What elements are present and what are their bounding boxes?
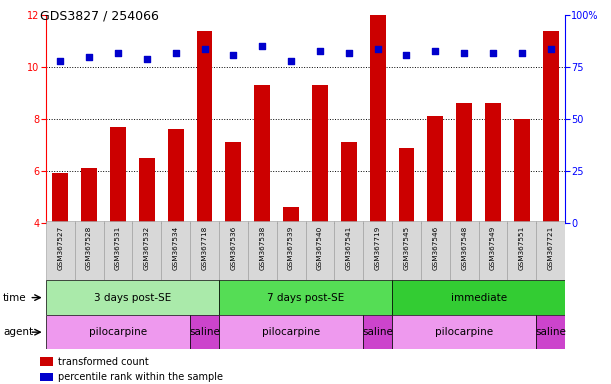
Text: saline: saline	[362, 327, 393, 337]
Point	[113, 50, 123, 56]
Bar	[398, 147, 414, 223]
Text: time: time	[3, 293, 27, 303]
Bar	[168, 129, 183, 223]
Point	[373, 45, 382, 51]
Bar	[40, 358, 53, 366]
Text: pilocarpine: pilocarpine	[262, 327, 320, 337]
Bar	[428, 116, 443, 223]
Point	[344, 50, 354, 56]
Point	[315, 48, 325, 54]
Text: GSM367534: GSM367534	[173, 225, 178, 270]
Bar	[421, 221, 450, 280]
Bar	[370, 15, 386, 223]
Bar	[161, 221, 190, 280]
Point	[286, 58, 296, 64]
Text: GSM367719: GSM367719	[375, 225, 381, 270]
Point	[430, 48, 440, 54]
Point	[459, 50, 469, 56]
Text: saline: saline	[189, 327, 220, 337]
Bar	[75, 221, 103, 280]
Text: GDS3827 / 254066: GDS3827 / 254066	[40, 10, 159, 23]
Bar	[81, 168, 97, 223]
Bar	[536, 315, 565, 349]
Text: GSM367528: GSM367528	[86, 225, 92, 270]
Text: pilocarpine: pilocarpine	[89, 327, 147, 337]
Bar	[450, 221, 478, 280]
Point	[488, 50, 498, 56]
Bar	[139, 158, 155, 223]
Bar	[478, 221, 508, 280]
Text: GSM367540: GSM367540	[317, 225, 323, 270]
Bar	[254, 85, 270, 223]
Text: GSM367718: GSM367718	[202, 225, 208, 270]
Text: GSM367536: GSM367536	[230, 225, 236, 270]
Text: GSM367541: GSM367541	[346, 225, 352, 270]
Bar	[190, 221, 219, 280]
Text: agent: agent	[3, 327, 33, 337]
Point	[200, 45, 210, 51]
Bar	[133, 221, 161, 280]
Text: transformed count: transformed count	[58, 356, 149, 367]
Bar	[40, 373, 53, 381]
Bar	[277, 221, 306, 280]
Bar	[283, 207, 299, 223]
Bar	[536, 221, 565, 280]
Text: GSM367527: GSM367527	[57, 225, 64, 270]
Text: percentile rank within the sample: percentile rank within the sample	[58, 372, 223, 382]
Text: GSM367545: GSM367545	[403, 225, 409, 270]
Text: immediate: immediate	[450, 293, 507, 303]
Bar	[485, 104, 501, 223]
Text: GSM367539: GSM367539	[288, 225, 294, 270]
Bar	[219, 315, 363, 349]
Bar	[392, 221, 421, 280]
Bar	[514, 119, 530, 223]
Bar	[392, 280, 565, 315]
Bar	[219, 221, 248, 280]
Bar	[46, 280, 219, 315]
Point	[170, 50, 181, 56]
Text: GSM367538: GSM367538	[259, 225, 265, 270]
Bar	[46, 315, 190, 349]
Point	[257, 43, 267, 50]
Point	[56, 58, 65, 64]
Bar	[341, 142, 357, 223]
Bar	[225, 142, 241, 223]
Text: GSM367546: GSM367546	[433, 225, 438, 270]
Text: pilocarpine: pilocarpine	[435, 327, 493, 337]
Bar	[363, 221, 392, 280]
Bar	[103, 221, 133, 280]
Bar	[190, 315, 219, 349]
Bar	[248, 221, 277, 280]
Point	[546, 45, 555, 51]
Text: GSM367548: GSM367548	[461, 225, 467, 270]
Text: GSM367532: GSM367532	[144, 225, 150, 270]
Text: GSM367721: GSM367721	[547, 225, 554, 270]
Text: 3 days post-SE: 3 days post-SE	[93, 293, 171, 303]
Bar	[508, 221, 536, 280]
Bar	[46, 221, 75, 280]
Bar	[363, 315, 392, 349]
Bar	[306, 221, 334, 280]
Point	[142, 56, 152, 62]
Bar	[110, 127, 126, 223]
Bar	[543, 31, 558, 223]
Bar	[456, 104, 472, 223]
Text: GSM367551: GSM367551	[519, 225, 525, 270]
Bar	[197, 31, 213, 223]
Bar	[334, 221, 363, 280]
Bar	[312, 85, 328, 223]
Text: saline: saline	[535, 327, 566, 337]
Point	[84, 54, 94, 60]
Text: GSM367549: GSM367549	[490, 225, 496, 270]
Bar	[392, 315, 536, 349]
Bar	[219, 280, 392, 315]
Text: 7 days post-SE: 7 days post-SE	[267, 293, 344, 303]
Text: GSM367531: GSM367531	[115, 225, 121, 270]
Point	[517, 50, 527, 56]
Point	[229, 52, 238, 58]
Point	[401, 52, 411, 58]
Bar	[53, 174, 68, 223]
